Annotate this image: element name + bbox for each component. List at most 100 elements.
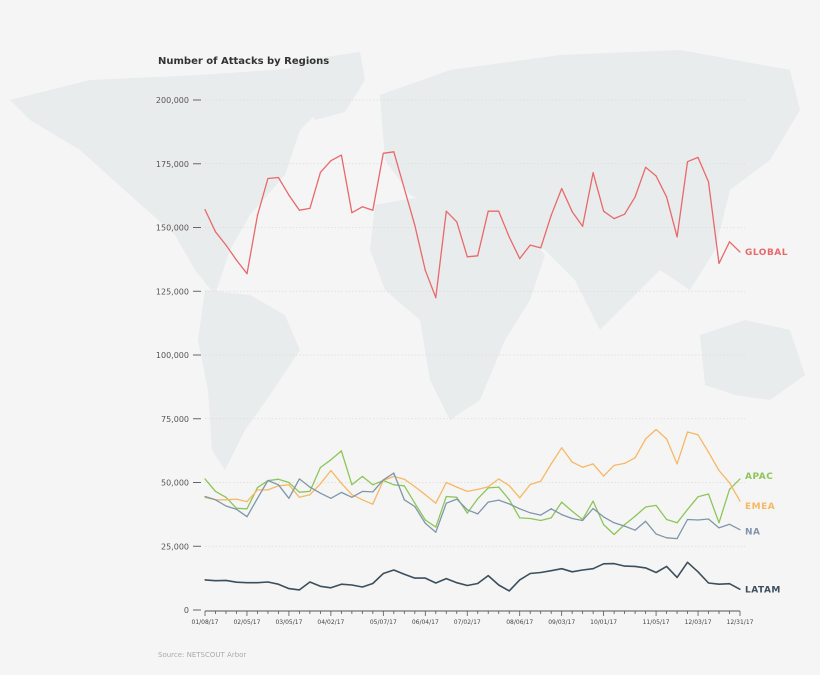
data-point-global bbox=[561, 187, 563, 190]
data-point-global bbox=[309, 207, 311, 209]
data-point-global bbox=[644, 166, 647, 168]
data-point-global bbox=[256, 214, 259, 216]
y-tick-label: 100,000 bbox=[156, 351, 189, 360]
data-point-global bbox=[592, 172, 594, 174]
gridlines bbox=[205, 99, 745, 547]
data-point-na bbox=[340, 491, 342, 494]
data-point-na bbox=[445, 502, 447, 504]
data-point-na bbox=[487, 501, 489, 503]
data-point-emea bbox=[739, 500, 741, 502]
data-point-latam bbox=[561, 568, 563, 570]
data-point-global bbox=[582, 225, 584, 227]
data-point-emea bbox=[624, 462, 626, 464]
data-point-emea bbox=[487, 486, 489, 488]
data-point-global bbox=[718, 262, 720, 265]
data-point-na bbox=[665, 537, 668, 539]
data-point-emea bbox=[676, 463, 678, 465]
data-point-emea bbox=[582, 466, 584, 468]
data-point-emea bbox=[707, 451, 710, 453]
data-point-emea bbox=[613, 464, 615, 467]
data-point-latam bbox=[288, 587, 290, 590]
data-point-latam bbox=[519, 579, 521, 581]
data-point-na bbox=[277, 484, 280, 486]
data-point-emea bbox=[246, 501, 248, 503]
data-point-emea bbox=[571, 461, 573, 463]
x-tick-label: 09/03/17 bbox=[548, 619, 575, 626]
y-tick-label: 175,000 bbox=[156, 160, 189, 169]
data-point-na bbox=[256, 497, 259, 499]
data-point-latam bbox=[435, 582, 437, 584]
data-point-emea bbox=[718, 469, 720, 472]
data-point-latam bbox=[477, 582, 479, 585]
data-point-na bbox=[603, 516, 605, 518]
x-tick-label: 12/03/17 bbox=[685, 619, 712, 626]
data-point-apac bbox=[592, 500, 594, 502]
series-lines bbox=[204, 151, 741, 592]
data-point-global bbox=[214, 231, 217, 233]
data-point-global bbox=[456, 221, 458, 223]
data-point-na bbox=[613, 522, 615, 524]
data-point-apac bbox=[414, 502, 416, 504]
data-point-global bbox=[246, 273, 248, 275]
x-axis: 01/08/17 02/05/17 03/05/17 04/02/17 05/07/17… bbox=[192, 610, 754, 626]
data-point-na bbox=[739, 529, 741, 531]
data-point-apac bbox=[319, 466, 321, 469]
data-point-na bbox=[707, 518, 710, 520]
x-tick-label: 05/07/17 bbox=[370, 619, 397, 626]
data-point-na bbox=[403, 499, 405, 501]
data-point-latam bbox=[582, 569, 584, 571]
data-point-na bbox=[676, 538, 678, 540]
data-point-apac bbox=[466, 512, 468, 514]
series-label-emea: EMEA bbox=[745, 502, 775, 512]
data-point-na bbox=[624, 525, 626, 527]
data-point-latam bbox=[298, 589, 301, 591]
data-point-latam bbox=[445, 578, 447, 580]
data-point-apac bbox=[204, 478, 206, 480]
data-point-apac bbox=[550, 517, 552, 519]
y-tick-label: 75,000 bbox=[161, 415, 189, 424]
data-point-emea bbox=[456, 486, 458, 488]
data-point-apac bbox=[487, 487, 489, 489]
data-point-latam bbox=[424, 577, 426, 579]
data-point-global bbox=[571, 211, 573, 213]
data-point-na bbox=[204, 495, 206, 498]
data-point-latam bbox=[571, 571, 573, 573]
data-point-na bbox=[246, 516, 248, 518]
x-tick-label: 07/02/17 bbox=[454, 619, 481, 626]
data-point-apac bbox=[351, 484, 353, 486]
data-point-latam bbox=[487, 574, 489, 577]
data-point-na bbox=[697, 519, 699, 521]
data-point-emea bbox=[424, 494, 426, 496]
data-point-global bbox=[529, 244, 531, 246]
data-point-latam bbox=[676, 576, 678, 578]
data-point-global bbox=[330, 160, 332, 162]
data-point-apac bbox=[298, 491, 301, 493]
series-line-latam bbox=[204, 561, 741, 592]
data-point-global bbox=[435, 297, 437, 299]
data-point-latam bbox=[728, 583, 731, 585]
data-point-apac bbox=[707, 493, 710, 495]
data-point-na bbox=[288, 497, 290, 499]
data-point-latam bbox=[529, 572, 531, 575]
data-point-global bbox=[267, 177, 269, 180]
data-point-apac bbox=[519, 517, 521, 519]
data-point-apac bbox=[655, 504, 657, 507]
data-point-na bbox=[498, 499, 500, 501]
data-point-na bbox=[466, 509, 468, 511]
y-tick-label: 25,000 bbox=[161, 542, 189, 551]
data-point-na bbox=[540, 514, 542, 516]
data-point-na bbox=[414, 505, 416, 508]
data-point-global bbox=[298, 209, 301, 211]
series-label-na: NA bbox=[745, 528, 761, 538]
data-point-emea bbox=[372, 503, 374, 505]
data-point-global bbox=[624, 213, 626, 215]
data-point-emea bbox=[644, 438, 647, 440]
data-point-latam bbox=[603, 563, 605, 565]
data-point-emea bbox=[351, 494, 353, 496]
data-point-apac bbox=[456, 496, 458, 498]
map-australia bbox=[700, 320, 805, 400]
data-point-apac bbox=[686, 508, 689, 511]
data-point-latam bbox=[665, 565, 668, 567]
